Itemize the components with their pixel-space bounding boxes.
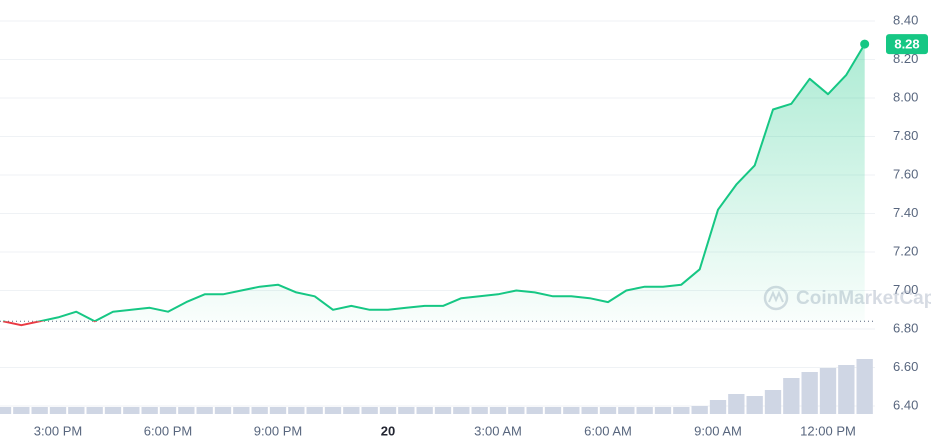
y-tick-label: 7.60 [893, 166, 918, 181]
volume-bar [288, 407, 305, 414]
y-tick-label: 7.40 [893, 205, 918, 220]
volume-bar [819, 368, 837, 414]
volume-bar [196, 407, 213, 414]
volume-bar [416, 407, 433, 414]
y-tick-label: 6.40 [893, 397, 918, 412]
volume-bar [104, 407, 122, 414]
volume-bar [783, 378, 800, 414]
volume-bar [563, 407, 580, 414]
x-tick-label: 3:00 PM [34, 423, 82, 438]
volume-bar [269, 407, 287, 414]
volume-bar [673, 407, 690, 414]
volume-bar [306, 407, 323, 414]
volume-bar [544, 407, 562, 414]
volume-bar [526, 407, 543, 414]
y-tick-label: 7.80 [893, 128, 918, 143]
volume-bar [709, 400, 727, 414]
volume-bar [746, 396, 763, 414]
volume-bar [214, 407, 232, 414]
volume-bar [581, 407, 598, 414]
volume-bar [31, 407, 48, 414]
volume-bar [86, 407, 103, 414]
volume-bar [123, 407, 140, 414]
x-tick-label: 20 [381, 423, 395, 438]
y-tick-label: 7.20 [893, 243, 918, 258]
x-tick-label: 6:00 AM [584, 423, 632, 438]
volume-bar [141, 407, 158, 414]
x-tick-label: 6:00 PM [144, 423, 192, 438]
volume-bar [251, 407, 268, 414]
last-price-badge [886, 34, 928, 55]
x-tick-label: 9:00 PM [254, 423, 302, 438]
volume-bar [801, 372, 818, 414]
y-tick-label: 6.60 [893, 359, 918, 374]
volume-bar [379, 407, 397, 414]
y-tick-label: 8.40 [893, 12, 918, 27]
volume-bar [398, 407, 415, 414]
y-tick-label: 8.20 [893, 51, 918, 66]
volume-bar [13, 407, 30, 414]
y-tick-label: 7.00 [893, 282, 918, 297]
volume-bar [49, 407, 67, 414]
x-tick-label: 12:00 PM [800, 423, 856, 438]
x-tick-label: 9:00 AM [694, 423, 742, 438]
x-tick-label: 3:00 AM [474, 423, 522, 438]
volume-bar [361, 407, 378, 414]
volume-bar [599, 407, 617, 414]
volume-bar [68, 407, 85, 414]
y-tick-label: 8.00 [893, 89, 918, 104]
volume-bar [434, 407, 452, 414]
last-price-dot [860, 39, 870, 49]
volume-bar [489, 407, 507, 414]
price-area [39, 44, 865, 322]
volume-bar [233, 407, 250, 414]
volume-bar [471, 407, 488, 414]
volume-bar [159, 407, 177, 414]
volume-bar [856, 359, 873, 414]
volume-bar [453, 407, 470, 414]
volume-bar [178, 407, 195, 414]
volume-bar [654, 407, 672, 414]
volume-bar [324, 407, 342, 414]
volume-bar [764, 390, 782, 414]
volume-bar [343, 407, 360, 414]
volume-bar [636, 407, 653, 414]
volume-bar [618, 407, 635, 414]
volume-bar [728, 394, 745, 414]
price-line [3, 43, 866, 322]
volume-bar [838, 365, 855, 414]
volume-bar [508, 407, 525, 414]
volume-bar [691, 406, 708, 414]
last-price-label: 8.28 [894, 37, 919, 52]
volume-bar [0, 407, 12, 414]
y-tick-label: 6.80 [893, 320, 918, 335]
